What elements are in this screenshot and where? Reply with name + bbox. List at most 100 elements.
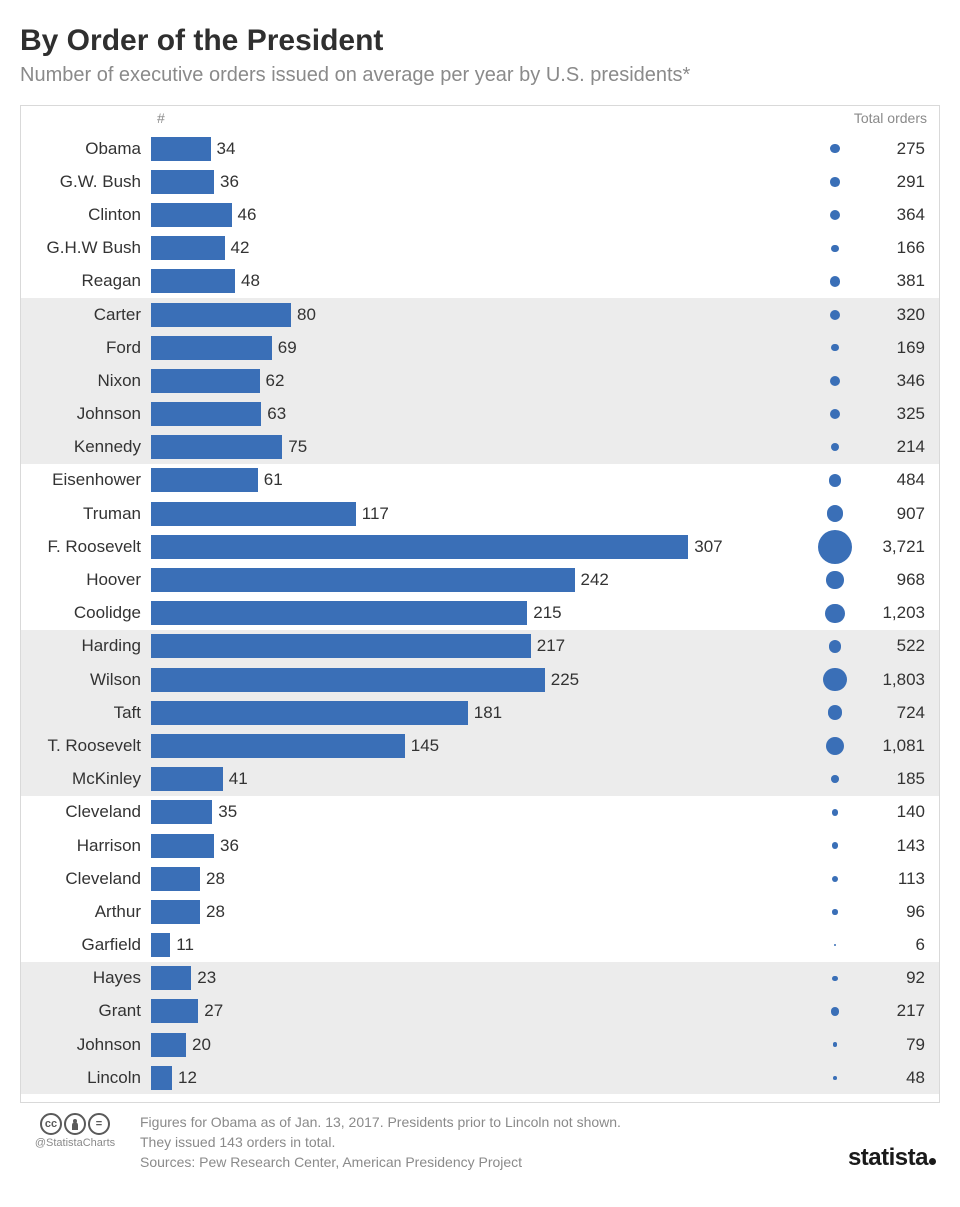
bar [151, 468, 258, 492]
total-dot [831, 344, 838, 351]
total-value: 320 [867, 305, 939, 325]
axis-hash-label: # [157, 110, 165, 126]
dot-area [803, 604, 867, 623]
bar [151, 137, 211, 161]
president-name: Nixon [21, 371, 151, 391]
bar-value: 36 [220, 836, 239, 856]
bar [151, 435, 282, 459]
chart-row: G.H.W Bush42166 [21, 232, 939, 265]
total-value: 1,081 [867, 736, 939, 756]
bar-area: 36 [151, 829, 803, 862]
president-name: Reagan [21, 271, 151, 291]
bar-area: 12 [151, 1061, 803, 1094]
bar [151, 1033, 186, 1057]
total-value: 484 [867, 470, 939, 490]
bar-value: 145 [411, 736, 439, 756]
bar-area: 36 [151, 165, 803, 198]
bar-value: 217 [537, 636, 565, 656]
dot-area [803, 571, 867, 588]
total-dot [830, 210, 841, 221]
total-value: 96 [867, 902, 939, 922]
president-name: Carter [21, 305, 151, 325]
bar [151, 767, 223, 791]
bar [151, 999, 198, 1023]
total-dot [825, 604, 844, 623]
statista-logo: statista [848, 1144, 940, 1172]
bar-area: 28 [151, 862, 803, 895]
total-dot [829, 474, 841, 486]
bar [151, 668, 545, 692]
total-value: 1,803 [867, 670, 939, 690]
chart-row: Cleveland35140 [21, 796, 939, 829]
dot-area [803, 177, 867, 187]
bar-value: 41 [229, 769, 248, 789]
bar-area: 69 [151, 331, 803, 364]
bar-area: 145 [151, 729, 803, 762]
bar [151, 601, 527, 625]
dot-area [803, 705, 867, 720]
axis-total-label: Total orders [854, 110, 927, 126]
chart-row: Nixon62346 [21, 364, 939, 397]
president-name: Truman [21, 504, 151, 524]
bar-value: 28 [206, 902, 225, 922]
total-dot [830, 177, 840, 187]
dot-area [803, 640, 867, 653]
dot-area [803, 276, 867, 287]
president-name: Cleveland [21, 869, 151, 889]
bar [151, 634, 531, 658]
total-dot [832, 976, 837, 981]
chart-row: Garfield116 [21, 929, 939, 962]
bar-area: 35 [151, 796, 803, 829]
chart-row: T. Roosevelt1451,081 [21, 729, 939, 762]
total-dot [828, 705, 843, 720]
chart-row: Clinton46364 [21, 198, 939, 231]
license-block: cc = @StatistaCharts [20, 1113, 130, 1149]
president-name: Coolidge [21, 603, 151, 623]
bar-value: 42 [231, 238, 250, 258]
total-value: 140 [867, 802, 939, 822]
chart-row: Obama34275 [21, 132, 939, 165]
chart-row: Johnson63325 [21, 398, 939, 431]
twitter-handle: @StatistaCharts [35, 1137, 115, 1149]
total-value: 113 [867, 869, 939, 889]
footer-text: Figures for Obama as of Jan. 13, 2017. P… [140, 1113, 838, 1172]
bar-value: 12 [178, 1068, 197, 1088]
bar-value: 34 [217, 139, 236, 159]
total-value: 3,721 [867, 537, 939, 557]
total-value: 169 [867, 338, 939, 358]
bar-area: 42 [151, 232, 803, 265]
dot-area [803, 1042, 867, 1047]
bar-area: 117 [151, 497, 803, 530]
bar-value: 35 [218, 802, 237, 822]
dot-area [803, 876, 867, 882]
logo-dot-icon [929, 1158, 936, 1165]
bar-value: 117 [362, 504, 389, 524]
bar-value: 215 [533, 603, 561, 623]
dot-area [803, 809, 867, 816]
total-value: 6 [867, 935, 939, 955]
total-dot [831, 1007, 839, 1015]
bar [151, 800, 212, 824]
bar [151, 203, 232, 227]
total-value: 214 [867, 437, 939, 457]
total-dot [830, 376, 840, 386]
bar-area: 20 [151, 1028, 803, 1061]
dot-area [803, 409, 867, 419]
total-value: 364 [867, 205, 939, 225]
dot-area [803, 775, 867, 783]
nd-icon: = [88, 1113, 110, 1135]
total-dot [831, 443, 839, 451]
dot-area [803, 1076, 867, 1080]
president-name: Ford [21, 338, 151, 358]
bar-value: 307 [694, 537, 722, 557]
bar [151, 402, 261, 426]
president-name: Harrison [21, 836, 151, 856]
total-value: 143 [867, 836, 939, 856]
total-dot [830, 144, 839, 153]
total-dot [833, 1076, 837, 1080]
total-value: 346 [867, 371, 939, 391]
bar-area: 242 [151, 563, 803, 596]
total-value: 968 [867, 570, 939, 590]
total-dot [832, 876, 838, 882]
bar [151, 269, 235, 293]
